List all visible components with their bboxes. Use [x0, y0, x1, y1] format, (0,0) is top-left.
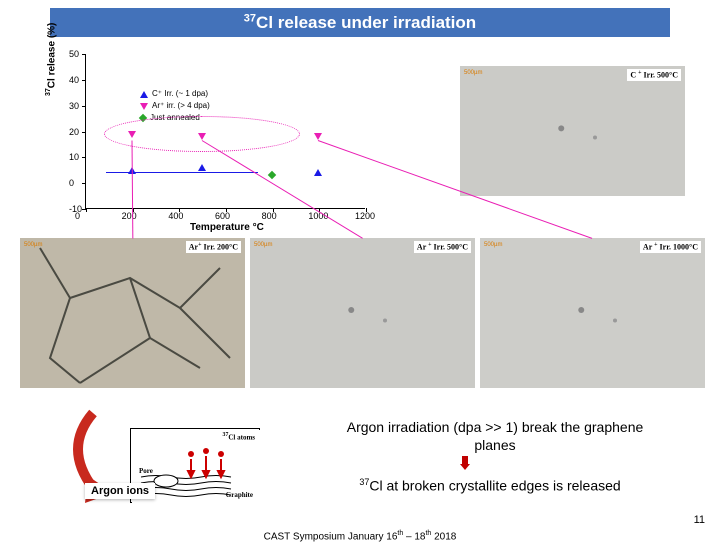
graphite-label: Graphite [226, 491, 253, 499]
sem-label: Ar + Irr. 500°C [414, 241, 471, 253]
x-axis-label: Temperature °C [190, 222, 264, 233]
footer-text: CAST Symposium January 16th – 18th 2018 [0, 530, 720, 542]
text-cl-released: 37Cl at broken crystallite edges is rele… [280, 473, 700, 495]
sem-label: C + Irr. 500°C [627, 69, 681, 81]
scale-bar: 500µm [484, 242, 502, 248]
page-number: 11 [694, 514, 705, 526]
release-chart: 37Cl release (%) Temperature °C C⁺ Irr. … [55, 46, 375, 231]
text-argon-break: Argon irradiation (dpa >> 1) break the g… [330, 418, 660, 454]
sem-image: 500µm Ar + Irr. 500°C [250, 238, 475, 388]
sem-image: 500µm Ar + Irr. 1000°C [480, 238, 705, 388]
title-bar: 37Cl release under irradiation [50, 8, 670, 37]
sem-label: Ar + Irr. 1000°C [640, 241, 701, 253]
scale-bar: 500µm [464, 70, 482, 76]
scale-bar: 500µm [254, 242, 272, 248]
cl-atoms-label: 37Cl atoms [223, 432, 255, 441]
scale-bar: 500µm [24, 242, 42, 248]
sem-label: Ar+ Irr. 200°C [186, 241, 241, 253]
sem-image: 500µm Ar+ Irr. 200°C [20, 238, 245, 388]
sem-image: 500µm C + Irr. 500°C [460, 66, 685, 196]
title-text: 37Cl release under irradiation [244, 13, 476, 32]
pore-label: Pore [139, 467, 153, 475]
legend-item: Ar⁺ irr. (> 4 dpa) [140, 100, 210, 112]
y-axis-label: 37Cl release (%) [45, 23, 57, 96]
down-arrow-icon [460, 456, 470, 470]
legend-item: C⁺ Irr. (~ 1 dpa) [140, 88, 210, 100]
argon-ions-label: Argon ions [85, 483, 155, 499]
